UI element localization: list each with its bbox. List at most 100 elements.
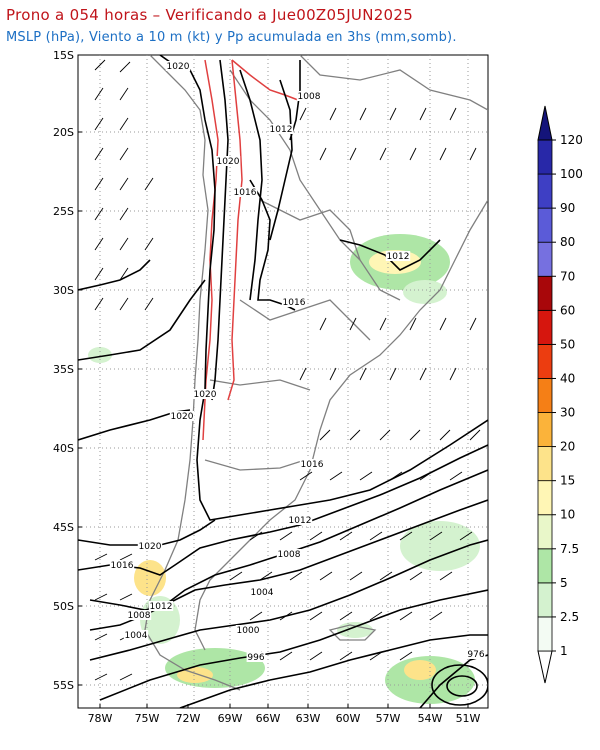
colorbar-lower-extension [537,650,553,684]
colorbar-segment [537,514,553,550]
isobar-label: 1020 [194,390,217,400]
isobar-label-bg [109,560,135,570]
colorbar-label: 70 [560,269,575,283]
lon-label: 66W [256,712,281,725]
isobar-label: 1012 [289,516,312,526]
colorbar-segment [537,139,553,175]
precipitation-layer [88,234,480,704]
lat-label: 55S [53,679,74,692]
lon-label: 75W [135,712,160,725]
lat-label: 20S [53,126,74,139]
isobar-label: 996 [247,653,264,663]
colorbar-label: 120 [560,133,583,147]
isobar-label: 1012 [150,602,173,612]
chart-subtitle: MSLP (hPa), Viento a 10 m (kt) y Pp acum… [6,30,457,45]
colorbar-segment [537,207,553,243]
colorbar-segment [537,378,553,413]
coastlines-and-borders [144,55,488,691]
lat-label: 30S [53,284,74,297]
colorbar-label: 90 [560,201,575,215]
lat-label: 50S [53,600,74,613]
colorbar-label: 100 [560,167,583,181]
isobar-label-bg [192,389,218,399]
isobar-label-bg [246,652,266,662]
isobar-label-bg [169,411,195,421]
isobar-labels: 1020100810121020101610121016102010201016… [109,61,486,663]
colorbar-label: 80 [560,235,575,249]
lon-label: 63W [296,712,321,725]
isobar-label: 1016 [234,188,257,198]
isobar-label: 1012 [387,252,410,262]
isobar-label: 1016 [111,561,134,571]
isobar-label-bg [137,541,163,551]
isobar-label: 1020 [171,412,194,422]
colorbar-label: 2.5 [560,610,579,624]
colorbar-label: 15 [560,474,575,488]
isobar-label-bg [296,91,322,101]
colorbar-segment [537,275,553,311]
isobar-label: 1004 [251,588,274,598]
lat-label: 35S [53,363,74,376]
colorbar-label: 40 [560,371,575,385]
isobar-label: 1016 [301,460,324,470]
lon-label: 72W [176,712,201,725]
isobar-label: 1012 [270,125,293,135]
isobar-label: 1000 [237,626,260,636]
colorbar-segment [537,616,553,652]
isobar-label-bg [126,610,152,620]
longitude-labels: 78W 75W 72W 69W 66W 63W 60W 57W 54W 51W [88,704,481,725]
lat-label: 45S [53,521,74,534]
wind-barbs [94,59,481,681]
colorbar-label: 50 [560,337,575,351]
lat-label: 40S [53,442,74,455]
isobar-label: 976 [467,650,484,660]
lon-label: 57W [376,712,401,725]
colorbar-segment [537,480,553,516]
isobar-label-bg [232,187,258,197]
colorbar-segment [537,548,553,584]
chart-title: Prono a 054 horas – Verificando a Jue00Z… [6,6,414,24]
lon-label: 51W [456,712,481,725]
isobar-label: 1016 [283,298,306,308]
isobar-label: 1008 [128,611,151,621]
isobar-label: 1020 [139,542,162,552]
isobar-label-bg [165,61,191,71]
latitude-labels: 15S 20S 25S 30S 35S 40S 45S 50S 55S [53,49,82,692]
isobar-label-bg [148,601,174,611]
colorbar-label: 30 [560,406,575,420]
isobar-label-bg [249,587,275,597]
lon-label: 54W [418,712,443,725]
lat-lon-grid [78,55,488,708]
isobar-label: 1020 [167,62,190,72]
colorbar-label: 60 [560,303,575,317]
isobar-label-bg [466,649,486,659]
lon-label: 78W [88,712,113,725]
colorbar-label: 1 [560,644,568,658]
colorbar-label: 10 [560,508,575,522]
isobar-label-bg [276,549,302,559]
isobar-label-bg [287,515,313,525]
colorbar-label: 5 [560,576,568,590]
isobar-label-bg [385,251,411,261]
isobar-label-bg [123,630,149,640]
colorbar-label: 7.5 [560,542,579,556]
lat-label: 15S [53,49,74,62]
lon-label: 60W [336,712,361,725]
precipitation-colorbar: 1 2.5 5 7.5 10 15 20 30 40 50 60 70 80 90 100 120 [537,105,583,684]
colorbar-segment [537,446,553,482]
colorbar-segment [537,412,553,447]
colorbar-segment [537,241,553,277]
colorbar-segment [537,309,553,345]
colorbar-label: 20 [560,440,575,454]
colorbar-segment [537,173,553,209]
isobar-label-bg [268,124,294,134]
colorbar-upper-extension [537,105,553,141]
colorbar-segment [537,582,553,618]
isobar-label: 1020 [217,157,240,167]
isobar-label-bg [299,459,325,469]
isobar-label-bg [235,625,261,635]
isobar-label: 1008 [278,550,301,560]
isobar-label: 1004 [125,631,148,641]
colorbar-segment [537,343,553,379]
